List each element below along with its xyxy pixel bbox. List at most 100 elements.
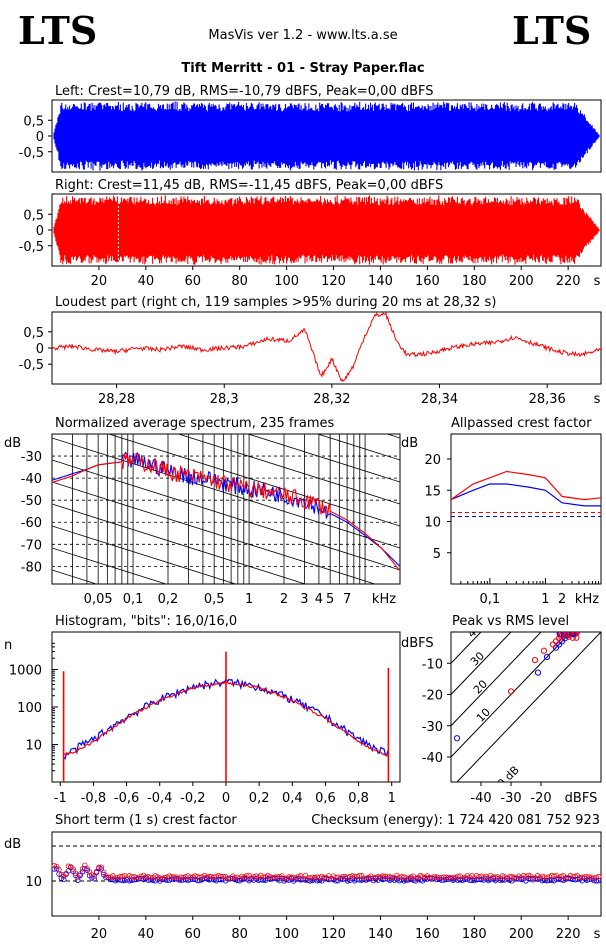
- short-crest-point-right: [356, 872, 363, 879]
- short-crest-point-right: [244, 873, 250, 879]
- x-tick-label: 120: [321, 927, 346, 942]
- y-tick-label: -70: [21, 538, 42, 553]
- short-crest-point-right: [370, 875, 377, 881]
- y-tick-label: 15: [424, 484, 441, 499]
- crest-diagonal: [451, 632, 542, 727]
- short-crest-point-right: [70, 866, 76, 872]
- short-term-crest-title: Short term (1 s) crest factor: [55, 813, 237, 828]
- short-crest-y-label: dB: [4, 837, 21, 852]
- x-tick-label: 40: [138, 927, 155, 942]
- crest-frame: [450, 433, 602, 585]
- x-tick-label: 40: [138, 274, 155, 289]
- peak-rms-y-label: dBFS: [401, 636, 434, 651]
- x-tick-label: 2: [558, 592, 566, 607]
- y-tick-label: -30: [422, 720, 443, 735]
- x-tick-label: -0,2: [180, 791, 205, 806]
- x-tick-label: 200: [509, 274, 534, 289]
- x-tick-label: 4: [315, 592, 323, 607]
- x-tick-label: 180: [462, 927, 487, 942]
- x-tick-label: -40: [470, 791, 491, 806]
- crest-factor-title: Allpassed crest factor: [451, 416, 592, 431]
- y-tick-label: -10: [422, 657, 443, 672]
- x-tick-label: 5: [326, 592, 334, 607]
- y-tick-label: 0: [36, 342, 44, 357]
- spectrum-slope-line: [52, 547, 168, 584]
- x-tick-label: 0,1: [123, 592, 144, 607]
- spectrum-frame: [51, 433, 401, 585]
- crest-line-left: [450, 483, 601, 507]
- peak-rms-point-cluster: [557, 632, 565, 638]
- x-tick-label: 220: [556, 274, 581, 289]
- diagonal-label: 0 dB: [495, 763, 522, 790]
- waveform-trace: [53, 101, 600, 171]
- diagonal-label: 20: [471, 678, 490, 697]
- peak-rms-plot: 40 30 20 10 0 dB: [451, 632, 601, 790]
- app-title: MasVis ver 1.2 - www.lts.a.se: [208, 28, 397, 43]
- y-tick-label: 5: [433, 547, 441, 562]
- peak-rms-point-right: [549, 641, 557, 648]
- left-waveform-title: Left: Crest=10,79 dB, RMS=-10,79 dBFS, P…: [55, 84, 434, 99]
- crest-line-right: [450, 470, 602, 501]
- right-waveform-title: Right: Crest=11,45 dB, RMS=-11,45 dBFS, …: [55, 178, 443, 193]
- short-crest-point-left: [53, 866, 60, 872]
- peak-rms-point-cluster: [556, 632, 563, 637]
- short-crest-point-right: [220, 873, 226, 880]
- x-tick-label: -1: [54, 791, 67, 806]
- x-unit-label: dBFS: [565, 791, 598, 806]
- short-crest-point-left: [333, 878, 339, 884]
- x-tick-label: 0,2: [249, 791, 270, 806]
- x-tick-label: -30: [500, 791, 521, 806]
- x-tick-label: 0,1: [480, 592, 501, 607]
- x-tick-label: 28,32: [313, 392, 350, 407]
- spectrum-slope-line: [52, 481, 377, 584]
- short-crest-point-right: [398, 873, 405, 880]
- histogram-title: Histogram, "bits": 16,0/16,0: [55, 614, 237, 629]
- spectrum-slope-line: [52, 503, 307, 584]
- x-tick-label: 7: [343, 592, 351, 607]
- peak-rms-point-right: [552, 638, 560, 645]
- logo-right: LTS: [512, 8, 591, 53]
- x-tick-label: 28,28: [98, 392, 135, 407]
- y-tick-label: 0,5: [23, 114, 44, 129]
- x-tick-label: -0,6: [114, 791, 139, 806]
- peak-rms-point-left: [534, 669, 542, 676]
- y-tick-label: -80: [21, 560, 42, 575]
- logo-left: LTS: [18, 8, 97, 53]
- x-tick-label: 1: [541, 592, 549, 607]
- x-tick-label: 180: [462, 274, 487, 289]
- x-tick-label: -20: [530, 791, 551, 806]
- histogram-y-label: n: [4, 638, 12, 653]
- x-unit-label: s: [594, 927, 601, 942]
- x-tick-label: 0,6: [315, 791, 336, 806]
- short-term-frame: [51, 831, 602, 917]
- x-tick-label: 200: [509, 927, 534, 942]
- short-crest-point-right: [98, 864, 104, 870]
- short-crest-point-right: [192, 873, 198, 879]
- y-tick-label: -40: [21, 472, 42, 487]
- y-tick-label: 10: [424, 516, 441, 531]
- short-crest-point-left: [75, 877, 81, 883]
- y-tick-label: -40: [422, 751, 443, 766]
- checksum-annotation: Checksum (energy): 1 724 420 081 752 923: [311, 813, 600, 828]
- x-unit-label: kHz: [575, 592, 599, 607]
- waveform-trace: [53, 195, 600, 265]
- x-tick-label: 1: [245, 592, 253, 607]
- x-tick-label: 140: [368, 274, 393, 289]
- y-tick-label: 0,5: [23, 208, 44, 223]
- y-tick-label: 0: [36, 130, 44, 145]
- peak-rms-title: Peak vs RMS level: [452, 614, 569, 629]
- short-crest-point-right: [56, 866, 62, 873]
- short-crest-point-left: [471, 877, 478, 884]
- x-tick-label: 0,5: [204, 592, 225, 607]
- loudest-frame: [51, 311, 602, 385]
- x-tick-label: 80: [231, 927, 248, 942]
- loudest-trace: [51, 311, 601, 382]
- x-tick-label: 60: [184, 274, 201, 289]
- spectrum-slope-line: [52, 459, 400, 571]
- x-tick-label: 28,34: [421, 392, 458, 407]
- y-tick-label: -60: [21, 516, 42, 531]
- peak-rms-point-left: [453, 735, 461, 742]
- x-unit-label: kHz: [372, 592, 396, 607]
- y-tick-label: 0: [36, 224, 44, 239]
- x-unit-label: s: [594, 274, 601, 289]
